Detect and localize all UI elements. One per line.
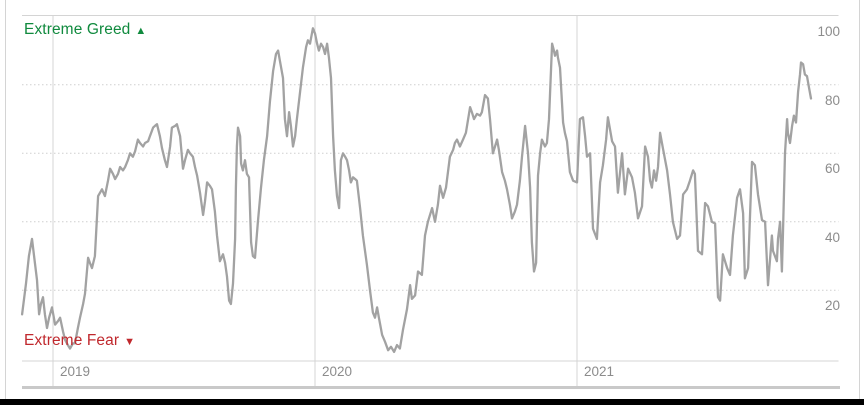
bottom-black-bar	[0, 399, 864, 405]
y-tick-label-60: 60	[824, 161, 840, 177]
y-tick-label-80: 80	[824, 92, 840, 108]
index-series-line	[20, 27, 813, 354]
extreme-fear-label: Extreme Fear ▼	[24, 332, 135, 350]
x-tick-label-2021: 2021	[584, 364, 615, 379]
extreme-fear-text: Extreme Fear	[24, 332, 120, 349]
y-tick-label-20: 20	[824, 298, 840, 314]
extreme-greed-label: Extreme Greed ▲	[24, 21, 146, 39]
down-triangle-icon: ▼	[124, 335, 136, 348]
up-triangle-icon: ▲	[135, 24, 147, 37]
y-tick-label-40: 40	[824, 229, 840, 245]
x-tick-label-2020: 2020	[322, 364, 353, 379]
y-tick-label-100: 100	[817, 24, 840, 40]
extreme-greed-text: Extreme Greed	[24, 21, 131, 38]
left-page-border	[5, 0, 6, 399]
right-page-border	[859, 0, 860, 399]
x-tick-label-2019: 2019	[60, 364, 91, 379]
bottom-divider	[22, 386, 840, 389]
